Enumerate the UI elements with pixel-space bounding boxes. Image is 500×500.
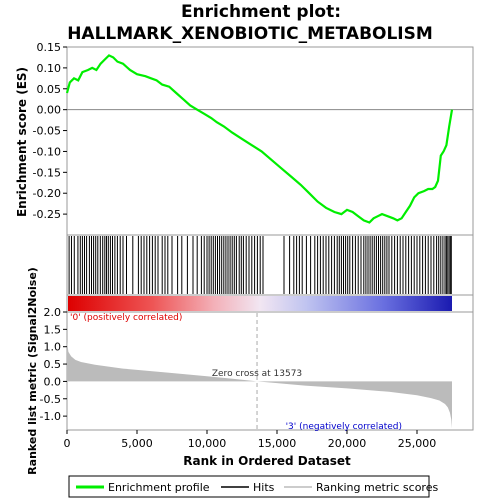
chart-title-line1: Enrichment plot:: [181, 2, 341, 22]
x-axis-label: Rank in Ordered Dataset: [183, 454, 351, 468]
es-panel: 0.15 0.10 0.05 0.00 -0.05 -0.10 -0.15 -0.20 -0.2…: [15, 41, 474, 236]
es-y-tick-label: -0.10: [33, 145, 61, 158]
es-y-axis-label: Enrichment score (ES): [15, 67, 29, 217]
correlation-color-bar: [66, 294, 474, 313]
positive-correlation-label: '0' (positively correlated): [70, 313, 182, 323]
hits-frame: [66, 234, 474, 296]
ranking-metric-area: [67, 341, 452, 429]
metric-y-tick-label: 0.5: [44, 358, 62, 371]
legend-enrichment-label: Enrichment profile: [108, 481, 210, 494]
color-bar-fill: [68, 296, 452, 311]
metric-y-axis-label: Ranked list metric (Signal2Noise): [26, 267, 39, 475]
metric-y-tick-label: -1.0: [40, 410, 61, 423]
es-y-tick-label: 0.15: [37, 41, 62, 54]
metric-y-tick-label: 1.0: [44, 341, 62, 354]
x-tick-label: 5,000: [121, 437, 153, 450]
metric-panel: Zero cross at 13573 '0' (positively corr…: [26, 267, 474, 475]
x-tick-label: 10,000: [188, 437, 227, 450]
metric-y-tick-label: 2.0: [44, 306, 62, 319]
es-y-tick-label: -0.05: [33, 125, 61, 138]
legend-hits-label: Hits: [253, 481, 275, 494]
legend-metric-label: Ranking metric scores: [316, 481, 438, 494]
enrichment-profile-line: [65, 54, 454, 224]
x-tick-label: 20,000: [328, 437, 367, 450]
legend: Enrichment profile Hits Ranking metric s…: [68, 475, 438, 498]
es-y-tick-label: 0.10: [37, 62, 62, 75]
hits-panel: [66, 234, 474, 296]
es-y-tick-label: 0.00: [37, 104, 62, 117]
es-y-ticks: 0.15 0.10 0.05 0.00 -0.05 -0.10 -0.15 -0.20 -0.2…: [33, 41, 67, 221]
x-tick-label: 0: [64, 437, 71, 450]
x-tick-label: 25,000: [398, 437, 437, 450]
zero-cross-label: Zero cross at 13573: [212, 369, 302, 379]
es-y-tick-label: -0.20: [33, 187, 61, 200]
metric-y-tick-label: 0.0: [44, 375, 62, 388]
metric-y-tick-label: -0.5: [40, 393, 61, 406]
metric-y-tick-label: 1.5: [44, 323, 62, 336]
hits-marks: [68, 236, 452, 294]
metric-x-ticks: 0 5,000 10,000 15,000 20,000 25,000: [64, 430, 437, 450]
es-y-tick-label: 0.05: [37, 83, 62, 96]
es-plot-frame: [66, 46, 474, 236]
es-y-tick-label: -0.25: [33, 208, 61, 221]
x-tick-label: 15,000: [258, 437, 297, 450]
chart-title-line2: HALLMARK_XENOBIOTIC_METABOLISM: [67, 24, 433, 44]
negative-correlation-label: '3' (negatively correlated): [286, 422, 402, 432]
metric-y-ticks: 2.0 1.5 1.0 0.5 0.0 -0.5 -1.0: [40, 306, 67, 423]
es-y-tick-label: -0.15: [33, 166, 61, 179]
